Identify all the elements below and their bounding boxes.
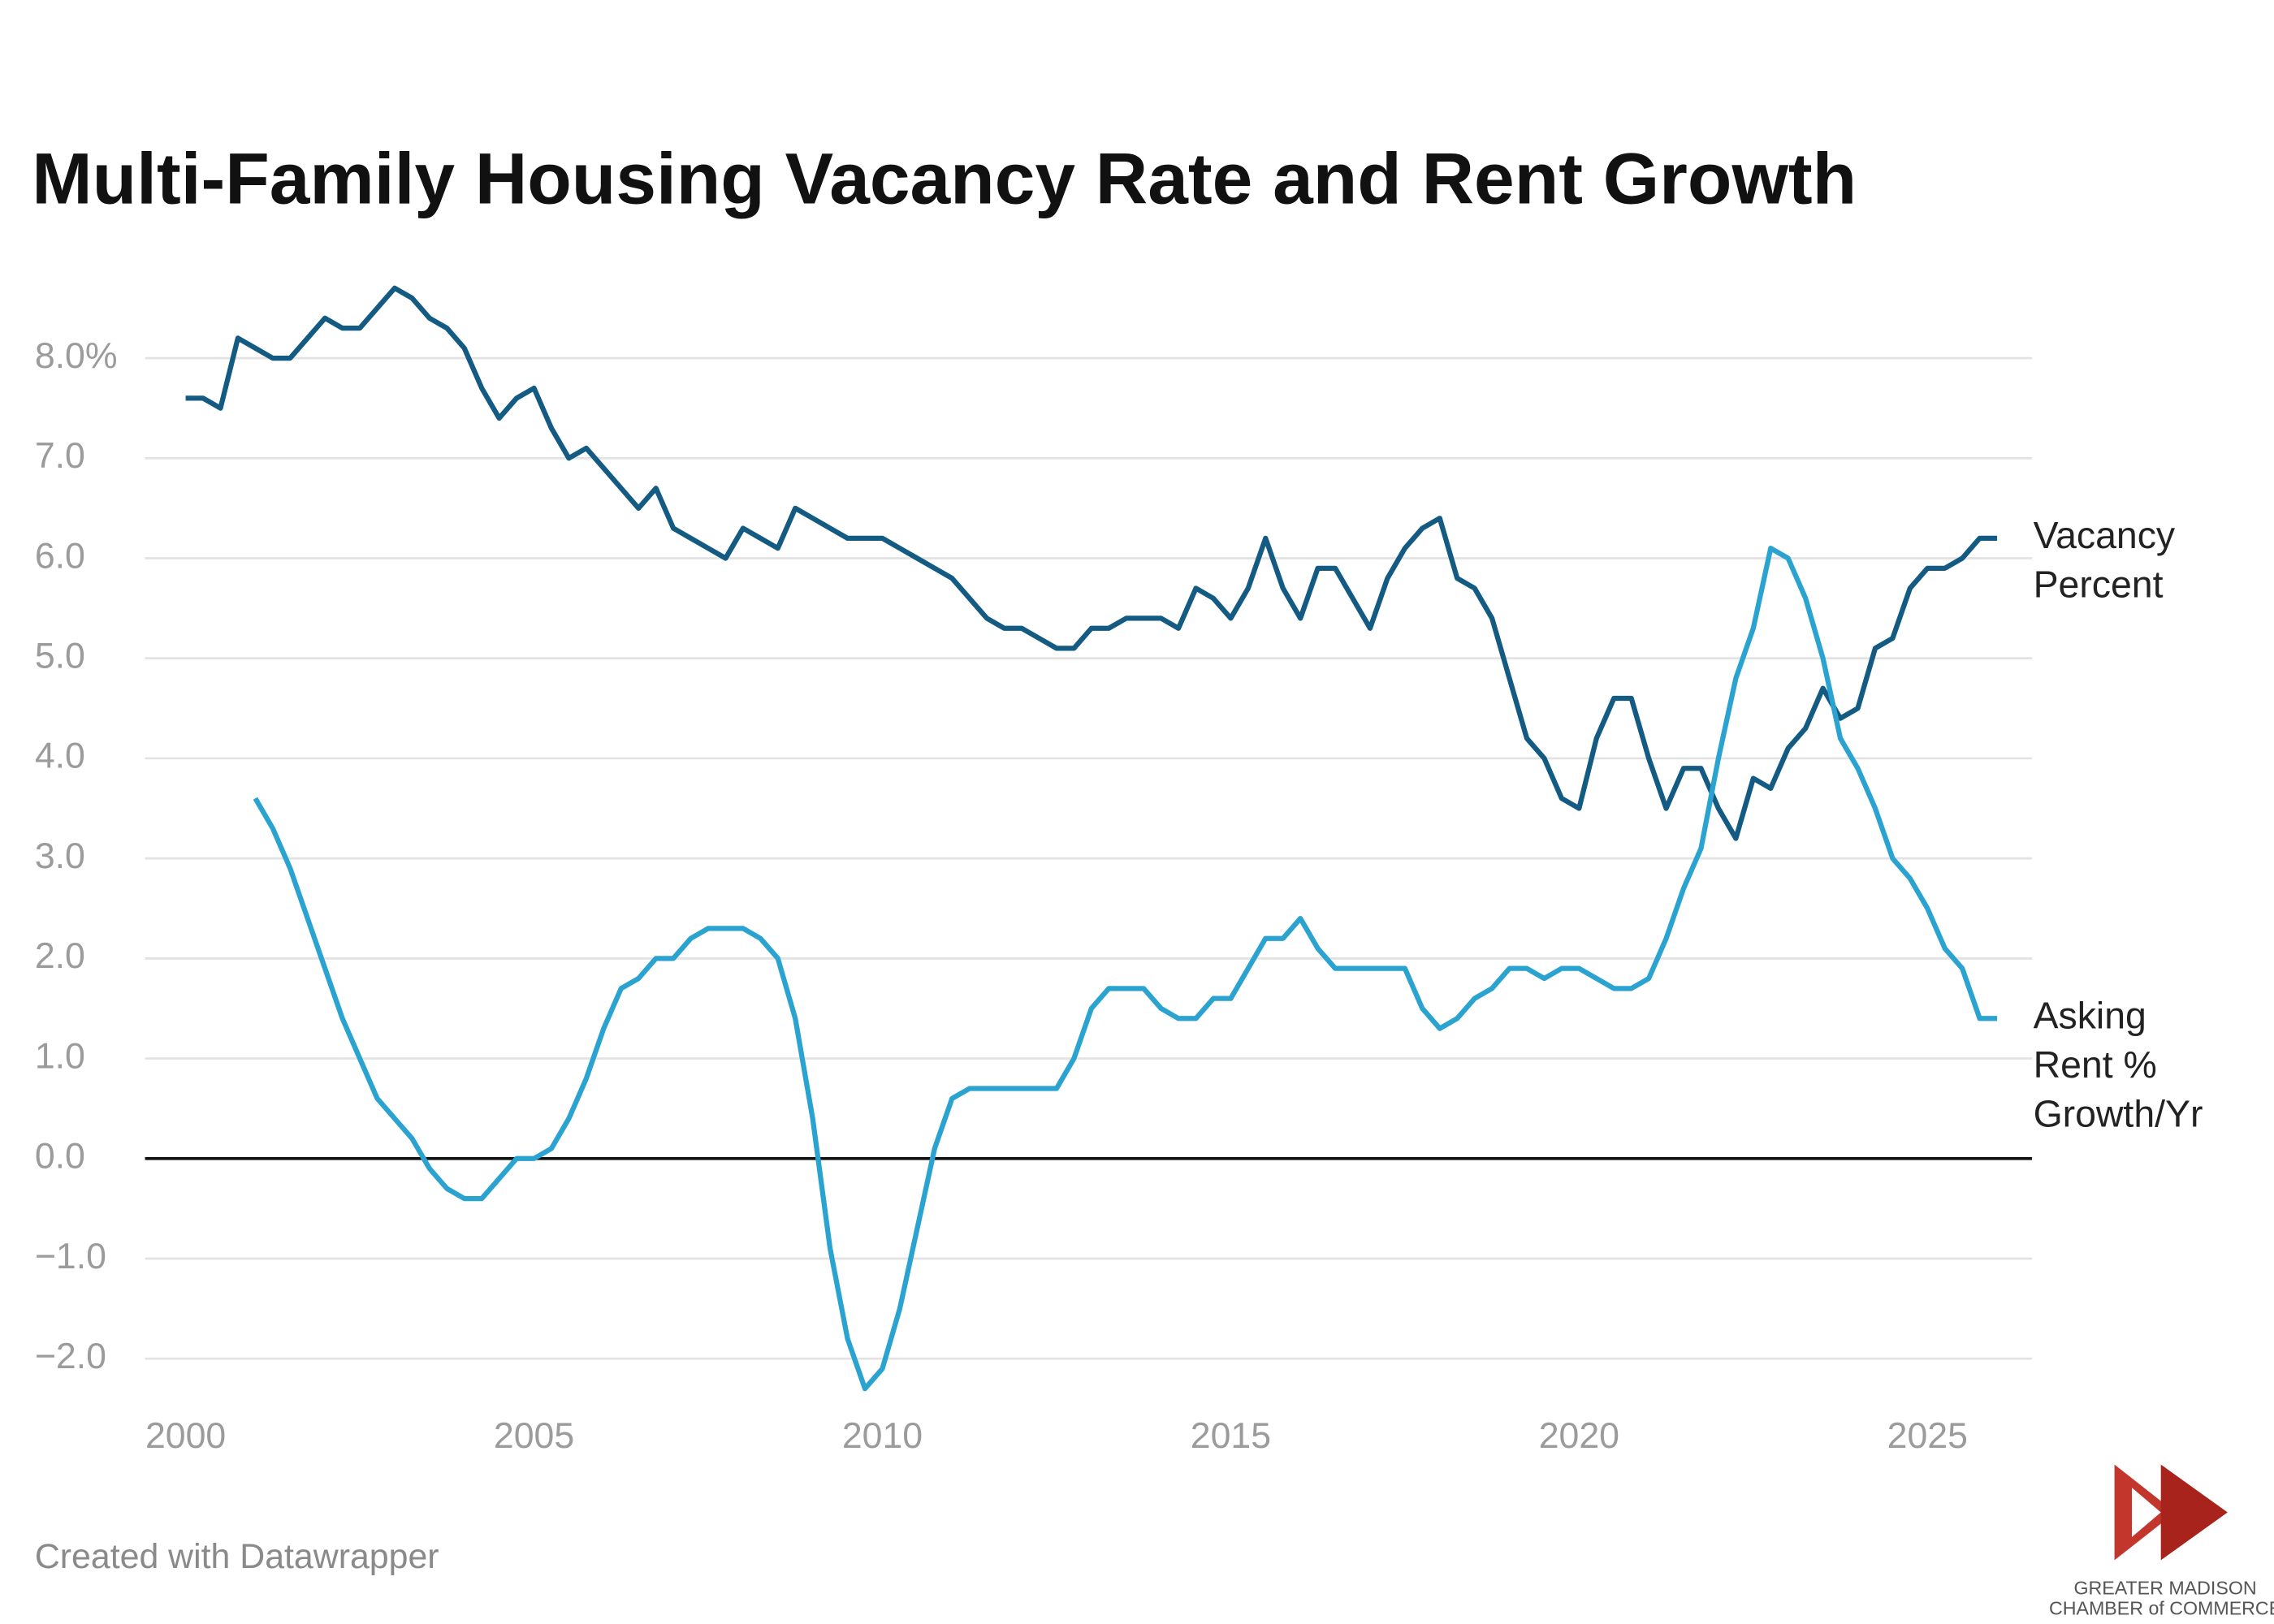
logo-notch [2132,1488,2161,1537]
logo-arrow [2160,1464,2228,1561]
series-label: Vacancy Percent [2034,514,2176,606]
chart-title: Multi-Family Housing Vacancy Rate and Re… [32,137,1857,218]
x-tick-label: 2005 [494,1416,574,1456]
credit: Created with Datawrapper [35,1537,439,1576]
x-tick-label: 2020 [1539,1416,1619,1456]
x-tick-label: 2025 [1887,1416,1968,1456]
y-tick-label: 6.0 [35,536,85,576]
y-tick-label: 2.0 [35,936,85,976]
y-tick-label: −1.0 [35,1237,106,1276]
y-tick-label: 8.0% [35,336,118,376]
series-line [253,546,1998,1392]
y-tick-label: 3.0 [35,836,85,876]
logo [2114,1464,2228,1561]
y-tick-label: 7.0 [35,436,85,476]
x-tick-label: 2000 [145,1416,226,1456]
y-tick-label: 4.0 [35,736,85,776]
x-tick-label: 2010 [842,1416,923,1456]
series-line [185,285,1998,841]
x-tick-label: 2015 [1191,1416,1271,1456]
y-tick-label: 1.0 [35,1036,85,1076]
logo-text: GREATER MADISON [2073,1577,2256,1598]
y-tick-label: 0.0 [35,1137,85,1177]
y-tick-label: −2.0 [35,1337,106,1376]
logo-text: CHAMBER of COMMERCE [2049,1597,2274,1618]
series-label: Asking Rent % Growth/Yr [2034,995,2203,1135]
y-tick-label: 5.0 [35,637,85,676]
